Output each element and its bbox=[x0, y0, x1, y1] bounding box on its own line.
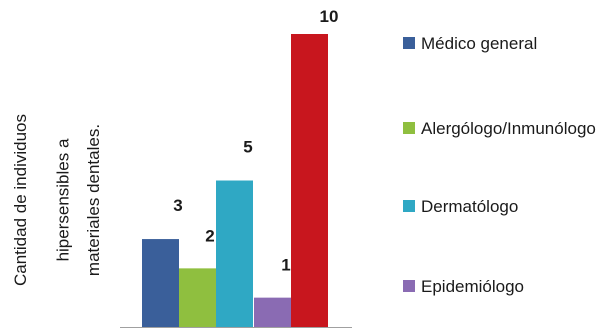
legend-item-alergologo: Alergólogo/Inmunólogo bbox=[403, 115, 606, 142]
legend-label: Médico general bbox=[421, 34, 538, 53]
data-label-2: 2 bbox=[205, 226, 214, 245]
data-label-1: 3 bbox=[173, 196, 182, 215]
legend-swatch bbox=[403, 122, 415, 134]
data-label-5: 10 bbox=[320, 7, 339, 26]
legend-swatch bbox=[403, 200, 415, 212]
legend-label: Epidemiólogo bbox=[421, 277, 525, 296]
legend-item-epidemiologo: Epidemiólogo bbox=[403, 273, 608, 300]
bar-shading-4 bbox=[254, 297, 291, 327]
legend-swatch bbox=[403, 280, 415, 292]
legend-swatch bbox=[403, 37, 415, 49]
legend-label: Alergólogo/Inmunólogo bbox=[421, 119, 596, 138]
bar-shading-3 bbox=[216, 180, 253, 327]
legend-label: Dermatólogo bbox=[421, 197, 519, 216]
y-axis-label-line-1: Cantidad de individuos bbox=[11, 113, 31, 287]
data-label-3: 5 bbox=[243, 138, 252, 157]
y-axis-label-line-3: materiales dentales. bbox=[84, 123, 104, 277]
bar-shading-5 bbox=[291, 34, 328, 327]
y-axis-label-line-2: hipersensibles a bbox=[52, 138, 72, 262]
legend-item-medico-general: Médico general bbox=[403, 30, 608, 57]
data-label-4: 1 bbox=[281, 256, 290, 275]
bar-shading-2 bbox=[179, 268, 216, 327]
legend-item-dermatologo: Dermatólogo bbox=[403, 193, 608, 220]
bar-shading-1 bbox=[142, 239, 179, 327]
